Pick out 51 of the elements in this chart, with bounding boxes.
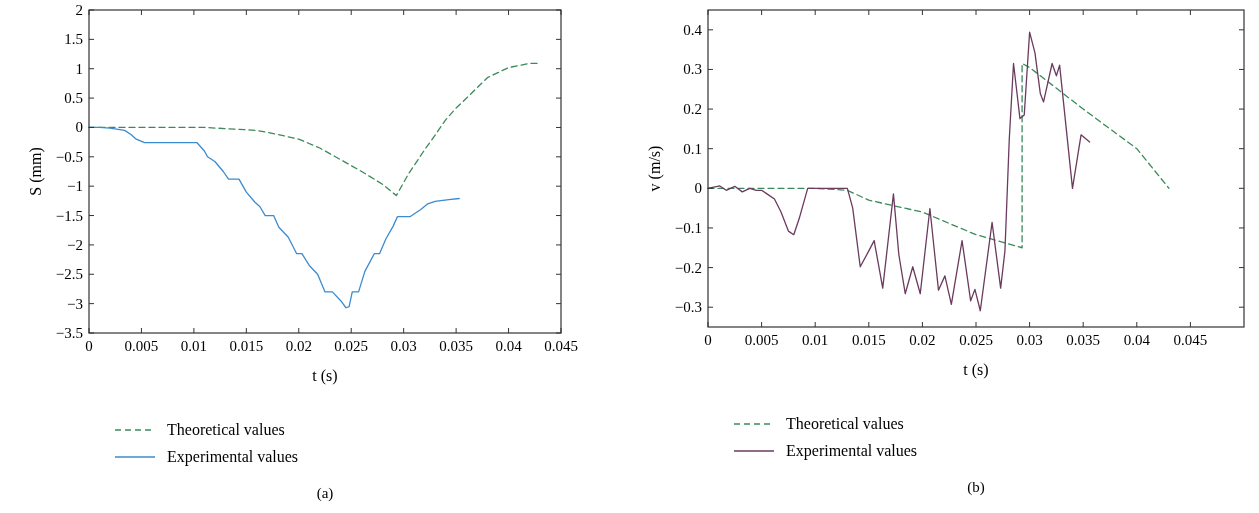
y-tick-label: −0.2 [674, 259, 702, 276]
legend-label: Theoretical values [167, 421, 285, 438]
x-tick-label: 0.035 [439, 338, 473, 354]
y-tick-label: −3 [67, 295, 83, 312]
x-axis-title: t (s) [312, 367, 338, 385]
x-tick-label: 0.025 [334, 338, 369, 354]
legend-label: Experimental values [167, 448, 299, 466]
y-tick-label: 0.2 [683, 101, 702, 118]
x-tick-label: 0.02 [285, 338, 312, 354]
x-tick-label: 0.015 [851, 332, 886, 348]
x-tick-label: 0.005 [744, 332, 779, 348]
x-tick-label: 0.04 [1123, 332, 1151, 348]
y-tick-label: −2.5 [55, 266, 83, 283]
x-tick-label: 0 [85, 338, 93, 354]
legend-label: Theoretical values [786, 415, 904, 432]
x-tick-label: 0 [704, 332, 712, 348]
x-tick-label: 0.045 [1173, 332, 1208, 348]
y-tick-label: −1.5 [55, 207, 83, 224]
x-tick-label: 0.015 [229, 338, 264, 354]
text: (b) [967, 479, 985, 496]
x-tick-label: 0.01 [180, 338, 208, 354]
line-series [707, 31, 1091, 312]
x-tick-label: 0.005 [124, 338, 159, 354]
y-tick-label: −2 [67, 236, 83, 253]
x-axis-title: t (s) [963, 361, 989, 379]
y-tick-label: −1 [67, 178, 83, 195]
y-axis-title: v (m/s) [646, 145, 664, 192]
text: (a) [316, 485, 334, 502]
x-tick-label: 0.02 [909, 332, 936, 348]
x-tick-label: 0.025 [959, 332, 993, 348]
y-tick-label: 0 [694, 180, 702, 197]
x-tick-label: 0.01 [802, 332, 829, 348]
y-tick-label: 0.3 [683, 61, 702, 78]
legend-label: Experimental values [786, 442, 918, 460]
y-axis-title: S (mm) [27, 147, 45, 196]
x-tick-label: 0.045 [544, 338, 578, 354]
y-tick-label: −0.5 [55, 148, 83, 165]
y-tick-label: 1.5 [64, 31, 83, 48]
x-tick-label: 0.035 [1066, 332, 1101, 348]
y-tick-label: 0.5 [64, 90, 83, 107]
y-tick-label: −3.5 [55, 325, 83, 341]
x-tick-label: 0.03 [390, 338, 417, 354]
y-tick-label: −0.1 [674, 219, 702, 236]
y-tick-label: 2 [75, 2, 83, 18]
x-tick-label: 0.03 [1016, 332, 1043, 348]
y-tick-label: −0.3 [674, 299, 702, 316]
y-tick-label: 0.1 [683, 140, 702, 157]
y-tick-label: 1 [75, 60, 83, 77]
y-tick-label: 0 [75, 119, 83, 136]
y-tick-label: 0.4 [683, 21, 703, 38]
x-tick-label: 0.04 [495, 338, 523, 354]
